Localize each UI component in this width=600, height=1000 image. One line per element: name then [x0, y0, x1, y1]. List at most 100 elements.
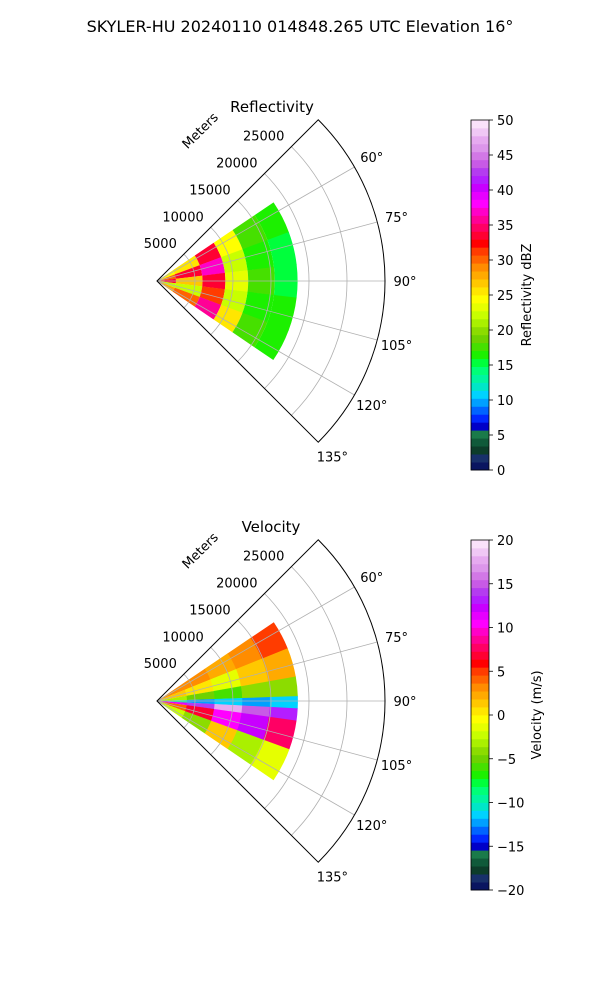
- velocity-cell: [185, 705, 215, 721]
- reflectivity-colorbar-step: [471, 406, 489, 415]
- reflectivity-colorbar-step: [471, 446, 489, 455]
- velocity-colorbar-step: [471, 683, 489, 692]
- velocity-azimuth-tick-label: 75°: [385, 631, 408, 646]
- velocity-cell: [241, 705, 271, 718]
- velocity-cell: [236, 658, 269, 687]
- velocity-cell: [210, 668, 242, 692]
- reflectivity-colorbar-step: [471, 215, 489, 224]
- reflectivity-azimuth-spoke: [156, 280, 355, 396]
- velocity-cell: [159, 689, 187, 701]
- velocity-azimuth-spoke: [156, 641, 378, 702]
- velocity-cell: [159, 701, 188, 706]
- reflectivity-colorbar-tick-label: 10: [497, 394, 514, 409]
- reflectivity-colorbar-step: [471, 207, 489, 216]
- reflectivity-colorbar-tick-label: 5: [497, 429, 505, 444]
- reflectivity-colorbar-step: [471, 318, 489, 328]
- reflectivity-colorbar-step: [471, 398, 489, 407]
- velocity-colorbar-step: [471, 547, 489, 557]
- velocity-colorbar-step: [471, 722, 489, 732]
- velocity-colorbar-step: [471, 715, 489, 724]
- velocity-colorbar-step: [471, 850, 489, 859]
- velocity-panel: Velocity 5000 10000 15000 20000 25000 Meters 6…: [144, 518, 545, 899]
- velocity-colorbar-step: [471, 555, 489, 565]
- velocity-cell: [269, 696, 298, 709]
- velocity-colorbar-tick-label: −10: [497, 797, 524, 812]
- velocity-cell: [268, 676, 298, 698]
- velocity-cell: [186, 702, 215, 710]
- reflectivity-colorbar-step: [471, 263, 489, 272]
- velocity-azimuth-tick-label: 105°: [381, 759, 412, 774]
- velocity-grid: [156, 566, 385, 836]
- velocity-cell: [250, 622, 288, 660]
- reflectivity-cell: [174, 265, 203, 279]
- reflectivity-colorbar-step: [471, 462, 489, 471]
- velocity-colorbar-step: [471, 651, 489, 660]
- velocity-colorbar-step: [471, 842, 489, 851]
- velocity-colorbar-step: [471, 667, 489, 676]
- reflectivity-title: Reflectivity: [230, 98, 314, 116]
- reflectivity-colorbar-step: [471, 239, 489, 248]
- reflectivity-cell: [174, 283, 203, 298]
- velocity-colorbar-step: [471, 858, 489, 867]
- reflectivity-colorbar-step: [471, 438, 489, 447]
- velocity-colorbar-step: [471, 810, 489, 819]
- velocity-colorbar-label: Velocity (m/s): [530, 670, 545, 759]
- velocity-range-tick-label: 20000: [216, 577, 257, 592]
- figure-title: SKYLER-HU 20240110 014848.265 UTC Elevat…: [87, 17, 514, 36]
- reflectivity-azimuth-spoke: [156, 166, 355, 282]
- velocity-colorbar-step: [471, 770, 489, 780]
- reflectivity-colorbar-step: [471, 231, 489, 240]
- velocity-colorbar-step: [471, 611, 489, 620]
- velocity-cell: [159, 695, 188, 701]
- velocity-colorbar-step: [471, 691, 489, 700]
- reflectivity-colorbar-step: [471, 382, 489, 391]
- reflectivity-colorbar-tick-label: 20: [497, 324, 514, 339]
- velocity-azimuth-tick-label: 135°: [317, 870, 348, 885]
- reflectivity-azimuth-tick-label: 60°: [360, 151, 383, 166]
- reflectivity-colorbar-step: [471, 143, 489, 153]
- velocity-colorbar-step: [471, 627, 489, 636]
- velocity-colorbar-step: [471, 778, 489, 787]
- velocity-colorbar-step: [471, 563, 489, 573]
- reflectivity-colorbar-step: [471, 414, 489, 423]
- velocity-azimuth-spoke: [156, 700, 355, 816]
- reflectivity-colorbar-tick-label: 40: [497, 184, 514, 199]
- reflectivity-colorbar: 0 5 10 15 20 25 30 35 40 45 50 Reflectivity dBZ: [470, 114, 535, 479]
- reflectivity-colorbar-step: [471, 127, 489, 137]
- velocity-colorbar-step: [471, 866, 489, 875]
- reflectivity-colorbar-step: [471, 199, 489, 208]
- reflectivity-cell: [254, 202, 289, 241]
- reflectivity-azimuth-tick-label: 120°: [356, 399, 387, 414]
- velocity-colorbar-step: [471, 571, 489, 581]
- reflectivity-colorbar-step: [471, 271, 489, 280]
- velocity-cell: [262, 716, 297, 750]
- reflectivity-colorbar-step: [471, 183, 489, 192]
- velocity-colorbar-tick-label: −20: [497, 884, 524, 899]
- reflectivity-sector-frame: [156, 119, 386, 443]
- velocity-colorbar-step: [471, 738, 489, 748]
- reflectivity-colorbar-step: [471, 454, 489, 463]
- velocity-colorbar-step: [471, 643, 489, 652]
- velocity-colorbar-step: [471, 818, 489, 827]
- velocity-range-tick-label: 5000: [144, 657, 177, 672]
- velocity-data-field: [158, 622, 298, 781]
- reflectivity-colorbar-step: [471, 135, 489, 145]
- reflectivity-cell: [254, 322, 289, 361]
- reflectivity-colorbar-tick-label: 45: [497, 149, 514, 164]
- velocity-sector-frame: [156, 539, 386, 863]
- velocity-azimuth-spoke: [156, 700, 378, 761]
- velocity-colorbar-step: [471, 874, 489, 883]
- reflectivity-colorbar-step: [471, 279, 489, 288]
- reflectivity-colorbar-step: [471, 287, 489, 296]
- velocity-cell: [242, 697, 271, 708]
- velocity-colorbar-step: [471, 730, 489, 740]
- velocity-title: Velocity: [242, 518, 301, 536]
- velocity-colorbar-step: [471, 786, 489, 795]
- velocity-colorbar-step: [471, 826, 489, 835]
- reflectivity-colorbar-step: [471, 191, 489, 200]
- reflectivity-cell: [221, 289, 248, 314]
- velocity-colorbar-step: [471, 834, 489, 843]
- reflectivity-colorbar-label: Reflectivity dBZ: [520, 244, 535, 347]
- velocity-colorbar-step: [471, 579, 489, 589]
- reflectivity-colorbar-step: [471, 223, 489, 232]
